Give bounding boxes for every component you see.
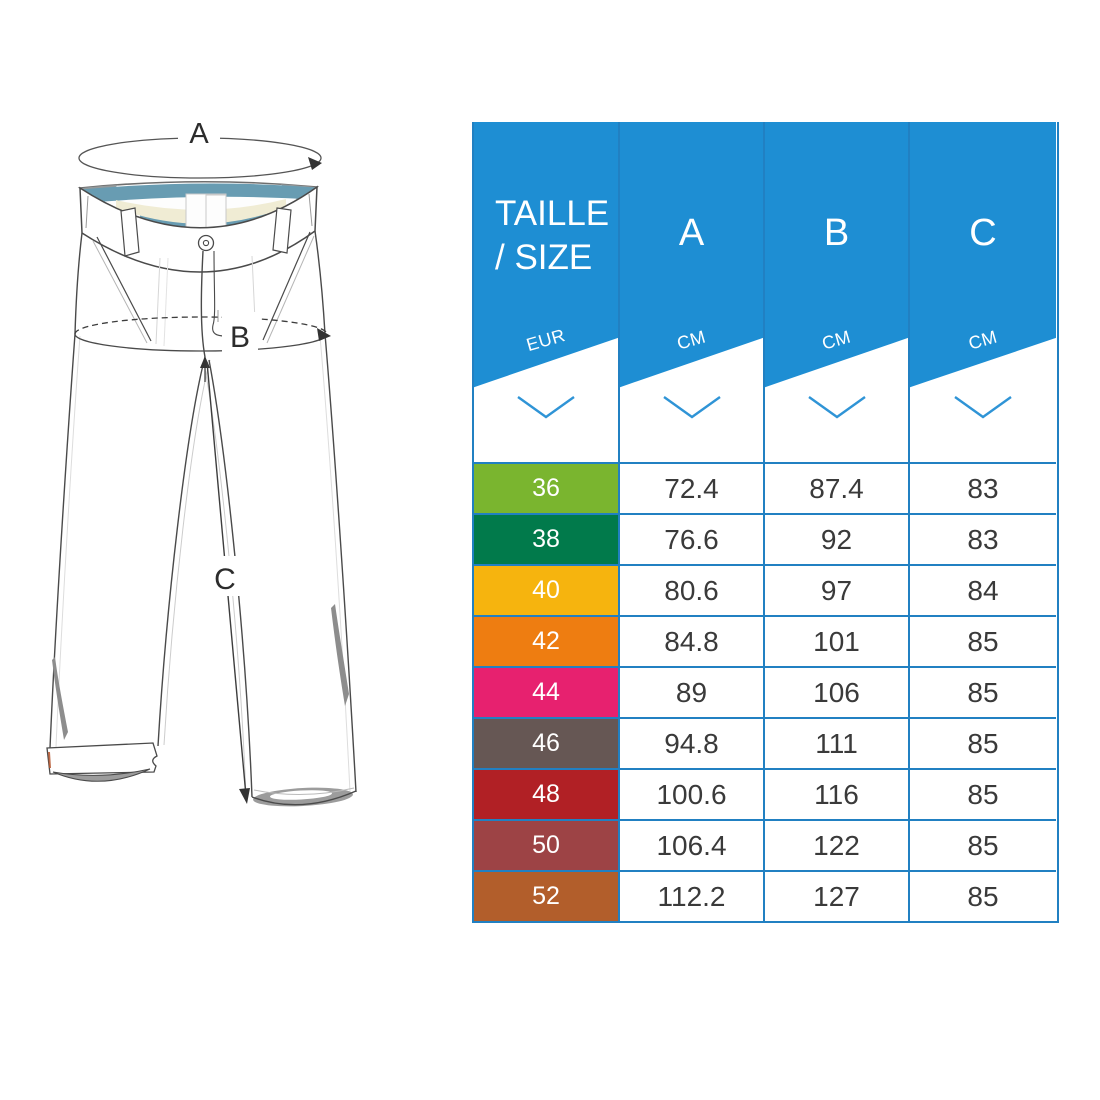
value-cell-b: 111 <box>765 717 910 768</box>
size-cell: 44 <box>474 666 620 717</box>
value-cell-c: 85 <box>910 717 1056 768</box>
size-cell: 38 <box>474 513 620 564</box>
pants-diagram: A <box>46 112 357 807</box>
chevron-down-icon <box>517 396 575 419</box>
title-line-1: TAILLE <box>495 194 610 233</box>
header-background <box>765 122 908 388</box>
value-cell-b: 97 <box>765 564 910 615</box>
button <box>197 234 215 252</box>
column-header-b: B <box>823 212 850 254</box>
column-header-c: C <box>969 212 997 254</box>
value-cell-a: 80.6 <box>620 564 765 615</box>
value-cell-a: 112.2 <box>620 870 765 921</box>
table-row: 44 89 106 85 <box>474 666 1057 717</box>
table-row: 38 76.6 92 83 <box>474 513 1057 564</box>
table-body: 36 72.4 87.4 83 38 76.6 92 83 40 80.6 97… <box>474 462 1057 921</box>
measurement-label-b: B <box>230 321 250 354</box>
waistband <box>79 185 318 273</box>
value-cell-b: 116 <box>765 768 910 819</box>
value-cell-c: 83 <box>910 513 1056 564</box>
belt-loop-left <box>120 207 140 257</box>
pants-hems <box>46 742 357 807</box>
size-cell: 48 <box>474 768 620 819</box>
waist-measure-ellipse: A <box>78 112 322 179</box>
table-row: 52 112.2 127 85 <box>474 870 1057 921</box>
header-background <box>910 122 1056 388</box>
value-cell-b: 122 <box>765 819 910 870</box>
size-cell: 46 <box>474 717 620 768</box>
value-cell-b: 127 <box>765 870 910 921</box>
table-row: 50 106.4 122 85 <box>474 819 1057 870</box>
table-row: 40 80.6 97 84 <box>474 564 1057 615</box>
value-cell-a: 76.6 <box>620 513 765 564</box>
header-background <box>474 122 618 388</box>
value-cell-a: 89 <box>620 666 765 717</box>
header-background <box>620 122 763 388</box>
pants-legs <box>49 333 357 798</box>
chevron-down-icon <box>807 396 866 419</box>
value-cell-b: 87.4 <box>765 462 910 513</box>
value-cell-a: 100.6 <box>620 768 765 819</box>
table-row: 46 94.8 111 85 <box>474 717 1057 768</box>
value-cell-c: 83 <box>910 462 1056 513</box>
chevron-down-icon <box>662 396 721 419</box>
table-row: 36 72.4 87.4 83 <box>474 462 1057 513</box>
header-col-a: A CM <box>620 122 765 462</box>
value-cell-b: 106 <box>765 666 910 717</box>
value-cell-b: 101 <box>765 615 910 666</box>
inseam-measure-line: C <box>206 361 250 804</box>
value-cell-a: 72.4 <box>620 462 765 513</box>
value-cell-a: 106.4 <box>620 819 765 870</box>
value-cell-c: 85 <box>910 819 1056 870</box>
title-line-2: / SIZE <box>495 237 593 277</box>
size-cell: 42 <box>474 615 620 666</box>
value-cell-a: 94.8 <box>620 717 765 768</box>
waist-interior <box>77 180 320 229</box>
size-cell: 40 <box>474 564 620 615</box>
value-cell-c: 85 <box>910 615 1056 666</box>
table-row: 42 84.8 101 85 <box>474 615 1057 666</box>
belt-loop-right <box>272 207 292 254</box>
rolled-cuff <box>46 742 158 775</box>
value-cell-c: 84 <box>910 564 1056 615</box>
table-title: TAILLE / SIZE <box>495 192 609 280</box>
header-col-c: C CM <box>910 122 1056 462</box>
chevron-down-icon <box>954 396 1012 419</box>
table-row: 48 100.6 116 85 <box>474 768 1057 819</box>
header-col-b: B CM <box>765 122 910 462</box>
measurement-label-c: C <box>214 563 236 596</box>
value-cell-c: 85 <box>910 870 1056 921</box>
value-cell-c: 85 <box>910 768 1056 819</box>
measurement-label-a: A <box>189 118 209 150</box>
value-cell-b: 92 <box>765 513 910 564</box>
size-cell: 36 <box>474 462 620 513</box>
hip-measure-ellipse: B <box>74 312 331 382</box>
header-col-size: TAILLE / SIZE EUR <box>474 122 620 462</box>
value-cell-c: 85 <box>910 666 1056 717</box>
column-header-a: A <box>678 212 705 254</box>
size-cell: 50 <box>474 819 620 870</box>
table-header: TAILLE / SIZE EUR A CM B CM <box>474 122 1057 462</box>
size-table: TAILLE / SIZE EUR A CM B CM <box>472 122 1059 923</box>
value-cell-a: 84.8 <box>620 615 765 666</box>
size-cell: 52 <box>474 870 620 921</box>
